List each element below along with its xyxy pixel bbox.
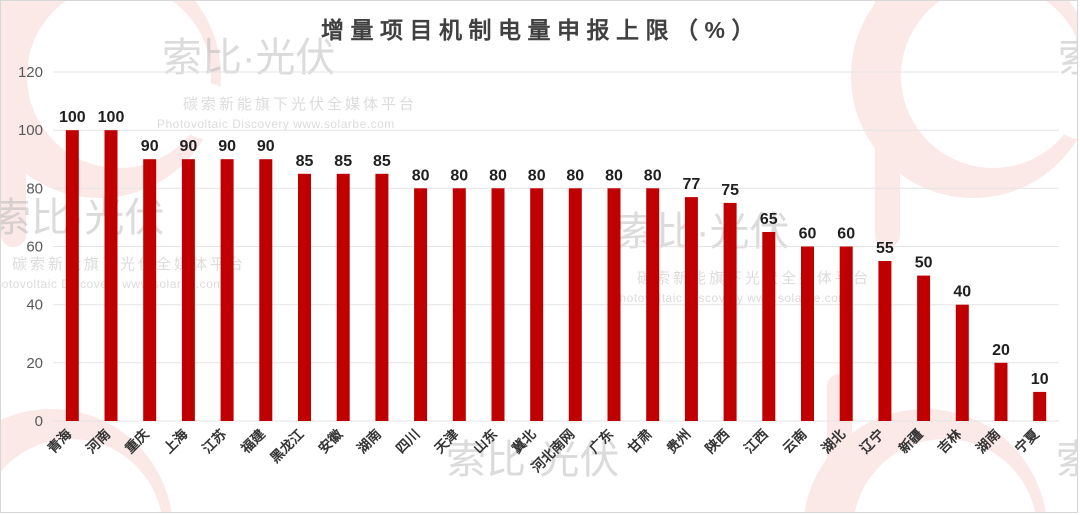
svg-text:冀北: 冀北: [508, 425, 539, 456]
svg-text:100: 100: [59, 109, 86, 126]
svg-text:福建: 福建: [237, 425, 268, 456]
svg-text:河南: 河南: [83, 426, 113, 456]
svg-text:陕西: 陕西: [702, 426, 732, 456]
svg-text:湖南: 湖南: [973, 426, 1003, 456]
svg-text:40: 40: [26, 297, 43, 314]
svg-text:贵州: 贵州: [663, 426, 693, 456]
svg-text:20: 20: [992, 342, 1010, 359]
svg-text:80: 80: [489, 167, 507, 184]
svg-text:10: 10: [1031, 371, 1049, 388]
svg-text:安徽: 安徽: [315, 425, 346, 456]
svg-text:80: 80: [412, 167, 430, 184]
svg-text:宁夏: 宁夏: [1011, 425, 1042, 456]
svg-text:75: 75: [721, 182, 739, 199]
svg-text:77: 77: [683, 176, 701, 193]
svg-text:江西: 江西: [741, 426, 771, 456]
svg-text:90: 90: [180, 138, 198, 155]
svg-text:辽宁: 辽宁: [857, 426, 887, 456]
svg-text:40: 40: [953, 284, 971, 301]
svg-text:90: 90: [257, 138, 275, 155]
svg-text:85: 85: [373, 153, 391, 170]
svg-text:55: 55: [876, 240, 894, 257]
svg-text:江苏: 江苏: [199, 425, 230, 456]
svg-text:山东: 山东: [470, 425, 501, 456]
svg-text:吉林: 吉林: [934, 425, 965, 456]
svg-text:广东: 广东: [586, 425, 617, 456]
svg-text:90: 90: [141, 138, 159, 155]
svg-text:85: 85: [296, 153, 314, 170]
svg-text:黑龙江: 黑龙江: [267, 425, 307, 465]
svg-text:新疆: 新疆: [895, 425, 926, 456]
svg-text:60: 60: [837, 226, 855, 243]
svg-text:50: 50: [915, 255, 933, 272]
svg-text:湖南: 湖南: [354, 426, 384, 456]
svg-text:0: 0: [35, 413, 43, 430]
svg-text:100: 100: [18, 122, 43, 139]
svg-text:80: 80: [528, 167, 546, 184]
svg-text:80: 80: [644, 167, 662, 184]
svg-text:上海: 上海: [160, 425, 191, 456]
svg-text:100: 100: [98, 109, 125, 126]
svg-text:云南: 云南: [779, 426, 809, 456]
svg-text:四川: 四川: [393, 427, 423, 457]
svg-text:85: 85: [334, 153, 352, 170]
svg-text:天津: 天津: [431, 425, 462, 456]
svg-text:湖北: 湖北: [819, 426, 849, 456]
svg-text:60: 60: [799, 226, 817, 243]
svg-text:80: 80: [566, 167, 584, 184]
svg-text:甘肃: 甘肃: [624, 425, 655, 456]
svg-text:80: 80: [26, 180, 43, 197]
svg-text:65: 65: [760, 211, 778, 228]
svg-text:80: 80: [605, 167, 623, 184]
svg-text:重庆: 重庆: [121, 425, 152, 456]
svg-text:80: 80: [450, 167, 468, 184]
svg-text:120: 120: [18, 64, 43, 81]
svg-text:90: 90: [218, 138, 236, 155]
svg-text:60: 60: [26, 239, 43, 256]
svg-text:青海: 青海: [44, 425, 75, 456]
svg-text:河北南网: 河北南网: [528, 426, 577, 475]
svg-text:20: 20: [26, 355, 43, 372]
